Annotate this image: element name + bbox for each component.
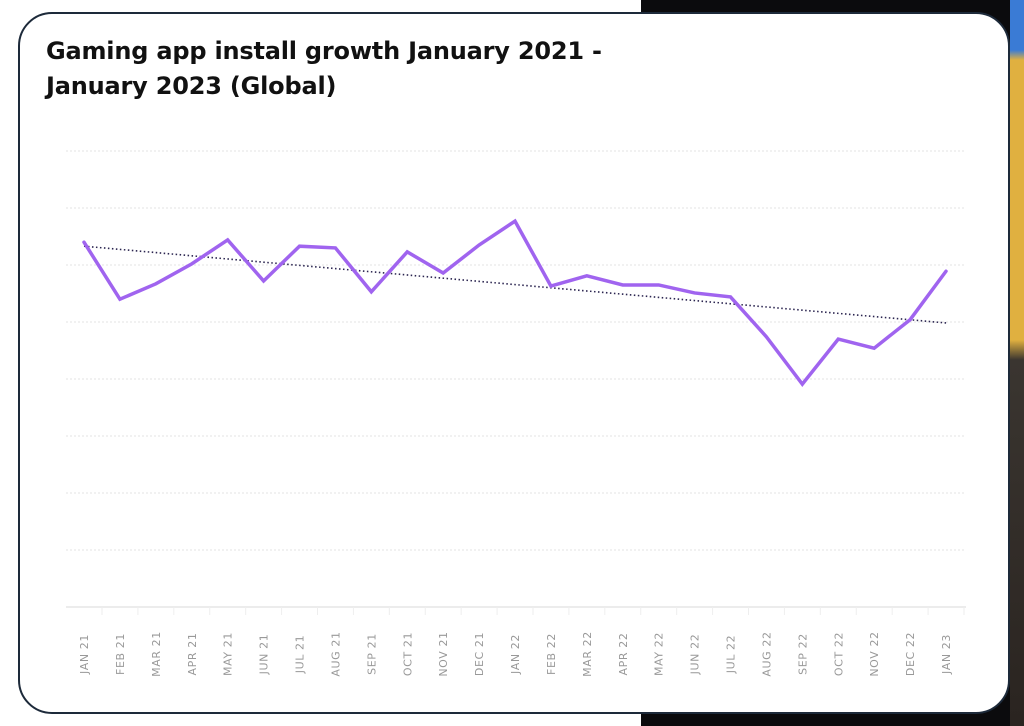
series-group bbox=[82, 218, 948, 387]
x-tick-label: JUL 22 bbox=[725, 635, 738, 675]
x-tick-label: JUN 21 bbox=[258, 634, 271, 676]
chart-title: Gaming app install growth January 2021 -… bbox=[46, 37, 602, 100]
x-tick-label: FEB 22 bbox=[545, 633, 558, 675]
x-tick-label: MAR 22 bbox=[581, 631, 594, 677]
x-tick-label: FEB 21 bbox=[114, 633, 127, 675]
trendline-group bbox=[83, 245, 949, 324]
x-tick-label: APR 21 bbox=[186, 633, 199, 676]
gridlines bbox=[66, 150, 966, 608]
x-tick-label: AUG 21 bbox=[329, 631, 342, 676]
x-tick-label: JUN 22 bbox=[689, 634, 702, 676]
trendline bbox=[83, 245, 949, 324]
x-tick-label: SEP 21 bbox=[365, 633, 378, 675]
x-tick-label: APR 22 bbox=[617, 633, 630, 676]
x-tick-label: OCT 22 bbox=[832, 632, 845, 676]
x-tick-label: NOV 21 bbox=[437, 631, 450, 676]
x-tick-label: NOV 22 bbox=[868, 631, 881, 676]
background-video-strip bbox=[1010, 0, 1024, 726]
x-tick-label: JAN 22 bbox=[509, 634, 522, 675]
x-tick-label: DEC 22 bbox=[904, 632, 917, 676]
x-tick-label: JAN 21 bbox=[78, 634, 91, 675]
x-tick-label: JAN 23 bbox=[940, 634, 953, 675]
x-tick-label: MAY 22 bbox=[653, 632, 666, 676]
x-tick-label: DEC 21 bbox=[473, 632, 486, 676]
series-line bbox=[82, 218, 948, 387]
x-tick-label: OCT 21 bbox=[401, 632, 414, 676]
chart-card bbox=[18, 12, 1010, 714]
x-tick-label: MAR 21 bbox=[150, 631, 163, 677]
x-axis-ticks: JAN 21 FEB 21 MAR 21 APR 21 MAY 21 JUN 21 JUL … bbox=[78, 607, 965, 677]
x-tick-label: MAY 21 bbox=[222, 632, 235, 676]
x-tick-label: AUG 22 bbox=[760, 631, 773, 676]
x-tick-label: JUL 21 bbox=[294, 635, 307, 675]
x-tick-label: SEP 22 bbox=[796, 633, 809, 675]
